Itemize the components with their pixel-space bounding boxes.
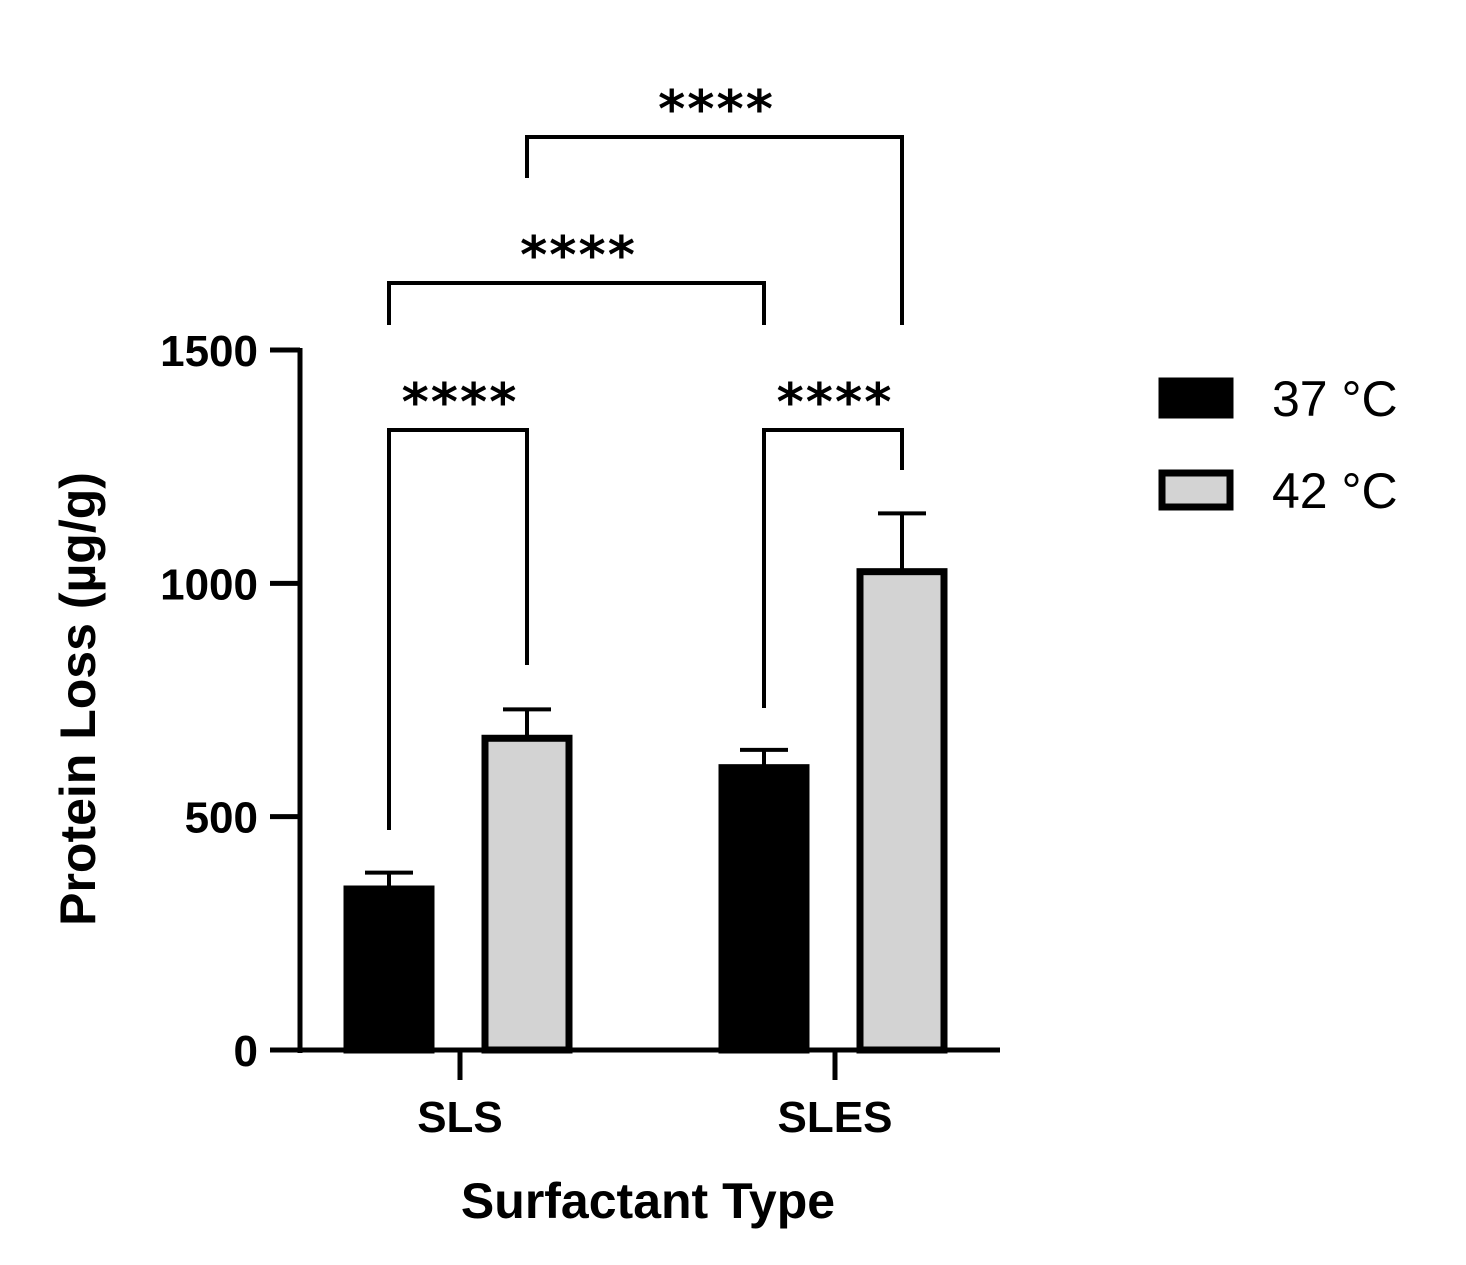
bars-group [343, 511, 948, 1054]
bar-sls-0 [343, 885, 435, 1054]
significance-label: **** [658, 80, 775, 140]
significance-bracket [762, 428, 904, 708]
legend-swatch [1158, 469, 1234, 511]
y-tick-label: 0 [234, 1027, 258, 1076]
legend-swatch [1158, 377, 1234, 419]
significance-label: **** [520, 226, 637, 286]
legend-label: 42 °C [1272, 463, 1398, 519]
bar-sls-1 [481, 734, 573, 1054]
x-tick-label: SLS [417, 1093, 503, 1142]
legend-label: 37 °C [1272, 371, 1398, 427]
x-ticks-group: SLS SLES [417, 1050, 892, 1142]
significance-bracket [525, 135, 904, 325]
significance-bracket [387, 428, 529, 830]
bar-sles-0 [718, 764, 810, 1054]
y-axis-title: Protein Loss (µg/g) [50, 472, 106, 926]
y-ticks-group: 0 500 1000 1500 [160, 327, 300, 1076]
y-tick-label: 1000 [160, 560, 258, 609]
significance-bracket [387, 281, 766, 325]
legend: 37 °C 42 °C [1158, 371, 1398, 519]
significance-label: **** [402, 373, 519, 433]
y-tick-label: 1500 [160, 327, 258, 376]
x-tick-label: SLES [778, 1093, 893, 1142]
significance-label: **** [777, 373, 894, 433]
axes-group [297, 348, 1000, 1053]
significance-brackets: **** **** **** **** [387, 80, 904, 830]
bar-sles-1 [856, 568, 948, 1054]
y-tick-label: 500 [185, 794, 258, 843]
x-axis-title: Surfactant Type [461, 1173, 835, 1229]
